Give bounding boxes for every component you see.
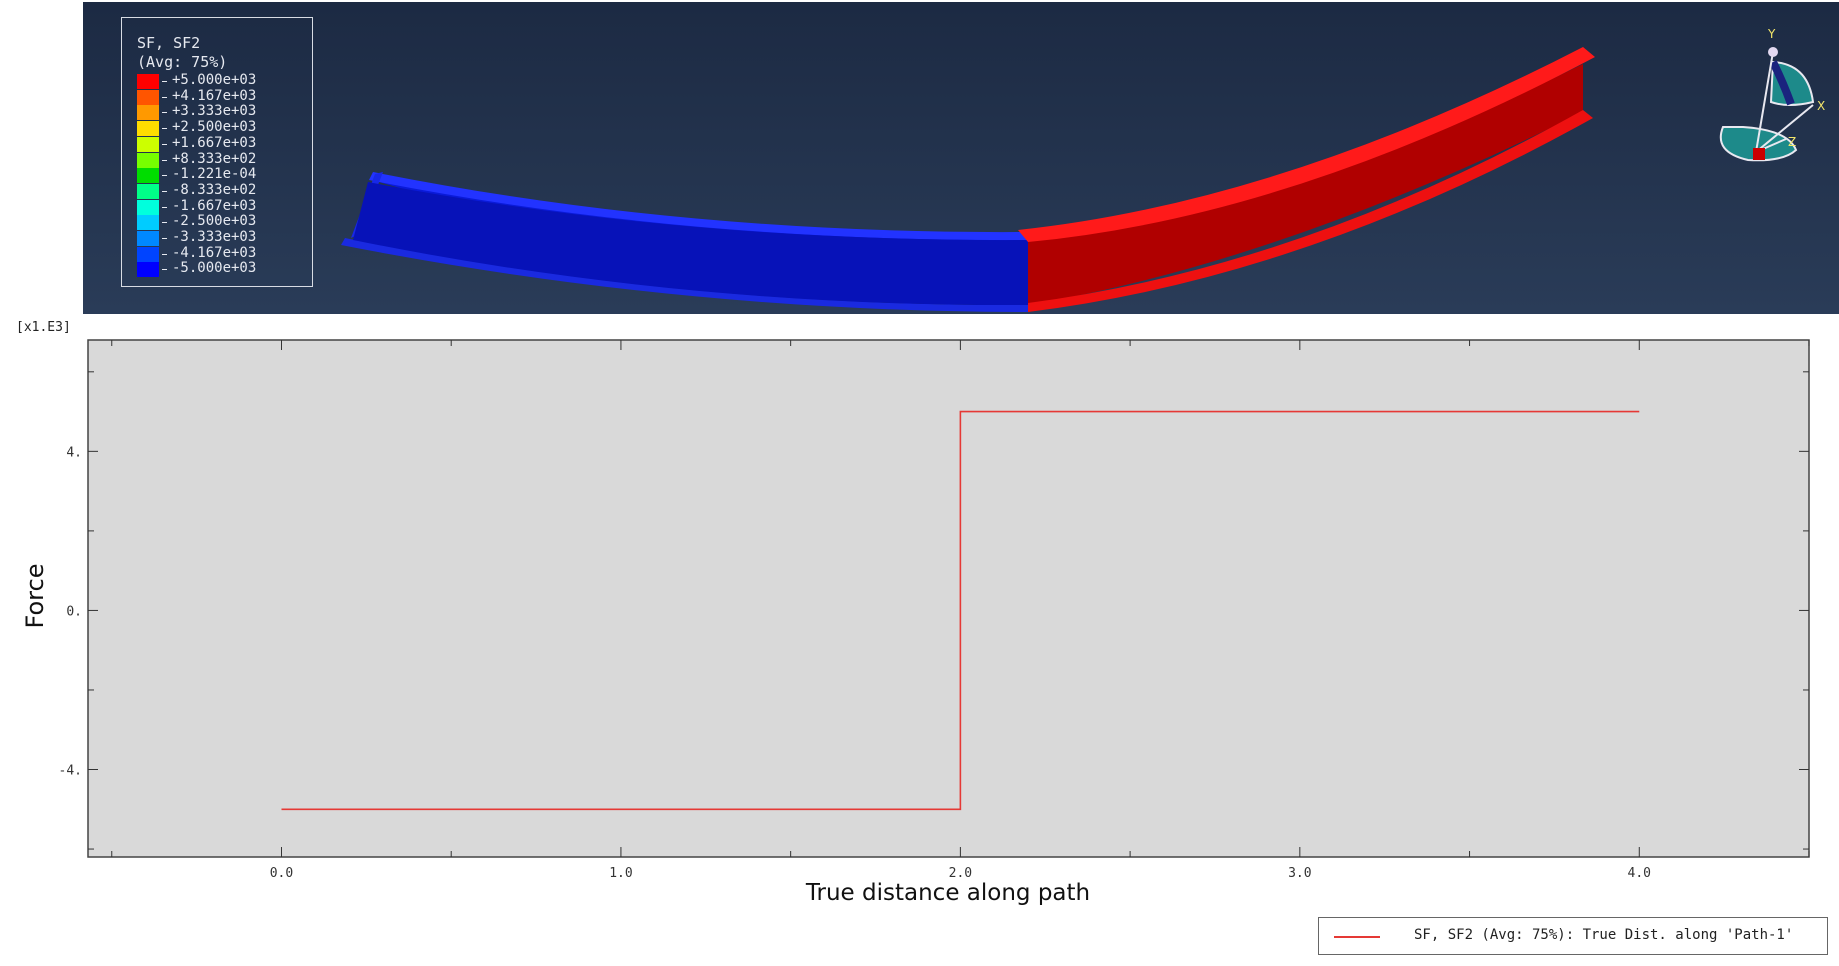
axis-tick-labels: 0.0 1.0 2.0 3.0 4.0 4. 0. -4. <box>59 445 1652 881</box>
legend-value-label: -1.221e-04 <box>172 166 257 183</box>
legend-swatch <box>137 246 159 262</box>
legend-swatch <box>137 105 159 121</box>
legend-swatch <box>137 199 159 215</box>
legend-value-label: -8.333e+02 <box>172 181 257 198</box>
y-tick-label: 0. <box>66 604 82 619</box>
legend-tick <box>162 112 167 114</box>
legend-tick <box>162 253 167 255</box>
legend-swatch <box>137 89 159 105</box>
legend-tick <box>162 190 167 192</box>
plot-area <box>87 339 1810 858</box>
legend-tick <box>162 81 167 82</box>
beam-model <box>341 47 1815 312</box>
x-tick-label: 0.0 <box>270 866 293 881</box>
chart-legend-text: SF, SF2 (Avg: 75%): True Dist. along 'Pa… <box>1414 927 1794 943</box>
legend-tick <box>162 238 167 239</box>
legend-tick <box>162 206 167 208</box>
legend-swatch <box>137 183 159 199</box>
legend-tick <box>162 159 167 161</box>
triad-x-label: X <box>1817 99 1826 113</box>
legend-value-label: +3.333e+03 <box>172 103 257 120</box>
legend-swatch <box>137 215 159 231</box>
legend-value-label: +1.667e+03 <box>172 134 257 151</box>
triad-y-label: Y <box>1768 27 1776 41</box>
legend-tick <box>162 143 167 145</box>
beam-positive-web <box>1028 64 1583 305</box>
series-layer <box>281 410 1640 811</box>
viewport[interactable]: Y X Z SF, SF2 (Avg: 75%) +5.000e+03 +4.16… <box>83 2 1839 314</box>
legend-value-label: +5.000e+03 <box>172 72 257 88</box>
legend-value-label: -3.333e+03 <box>172 229 257 245</box>
legend-value-label: +8.333e+02 <box>172 150 257 167</box>
chart-legend: SF, SF2 (Avg: 75%): True Dist. along 'Pa… <box>1318 917 1828 955</box>
beam-positive-flange-top <box>1018 47 1595 242</box>
y-tick-label: -4. <box>59 764 82 779</box>
legend-tick <box>162 175 167 177</box>
x-tick-label: 2.0 <box>949 866 972 881</box>
legend-tick <box>162 128 167 130</box>
legend-value-label: -4.167e+03 <box>172 244 257 261</box>
x-tick-label: 1.0 <box>609 866 632 881</box>
axis-ticks <box>88 340 1810 857</box>
triad-z-label: Z <box>1788 135 1797 149</box>
legend-swatch <box>137 74 159 89</box>
legend-subtitle: (Avg: 75%) <box>137 53 228 71</box>
x-tick-label: 3.0 <box>1288 866 1311 881</box>
legend-swatch <box>137 231 159 246</box>
beam-negative-flange-top <box>369 172 1028 241</box>
contour-legend: SF, SF2 (Avg: 75%) +5.000e+03 +4.167e+03 +… <box>121 17 313 287</box>
legend-swatch <box>137 121 159 137</box>
legend-value-label: +2.500e+03 <box>172 119 257 136</box>
legend-value-label: +4.167e+03 <box>172 87 257 104</box>
legend-tick <box>162 269 167 271</box>
series-line <box>281 410 1640 811</box>
y-tick-label: 4. <box>66 445 82 460</box>
legend-swatch <box>137 152 159 168</box>
legend-swatch <box>137 262 159 278</box>
beam-negative-web <box>353 182 1028 306</box>
triad-icon <box>1719 47 1815 162</box>
legend-swatch <box>137 168 159 184</box>
chart-legend-swatch <box>1334 936 1380 938</box>
x-axis-label: True distance along path <box>805 880 1091 906</box>
legend-value-label: -2.500e+03 <box>172 213 257 230</box>
legend-tick <box>162 222 167 224</box>
y-axis-multiplier: [x1.E3] <box>16 320 71 335</box>
legend-value-label: -5.000e+03 <box>172 260 257 277</box>
x-tick-label: 4.0 <box>1628 866 1651 881</box>
legend-value-label: -1.667e+03 <box>172 197 257 214</box>
legend-swatch <box>137 136 159 152</box>
y-axis-label: Force <box>21 563 49 629</box>
legend-tick <box>162 96 167 98</box>
legend-title: SF, SF2 <box>137 34 201 52</box>
